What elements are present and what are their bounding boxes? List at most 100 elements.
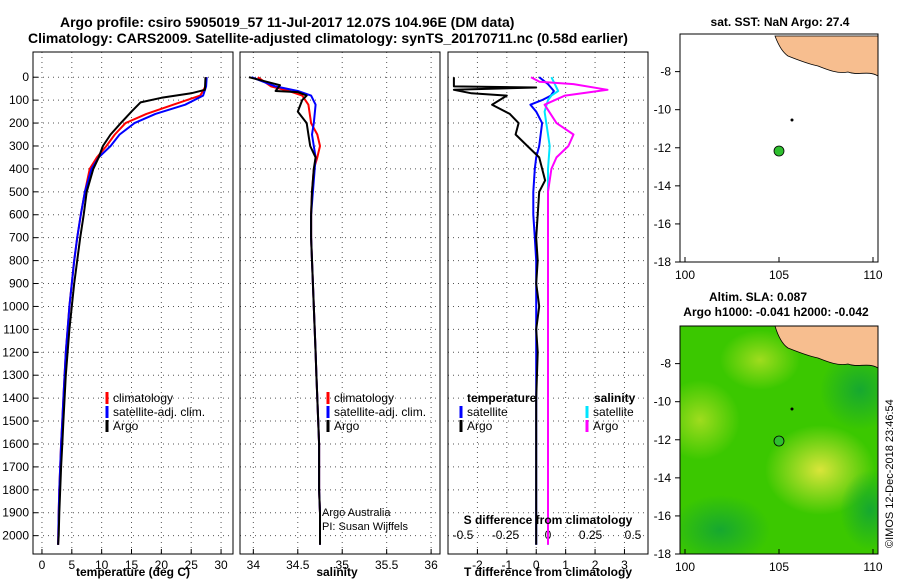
depth-tick-label: 800 <box>9 254 29 268</box>
series-line-argo <box>57 77 207 545</box>
map-y-tick-label: -12 <box>654 433 672 447</box>
x-tick-label: 2 <box>592 558 599 572</box>
depth-tick-label: 1100 <box>3 322 29 336</box>
temperature-legend: climatology satellite-adj. clim. Argo <box>105 391 205 433</box>
depth-tick-label: 1000 <box>2 299 29 313</box>
map-y-tick-label: -12 <box>654 141 672 155</box>
depth-tick-label: 700 <box>9 231 29 245</box>
map-x-tick-label: 100 <box>675 560 695 574</box>
legend-climatology-label: climatology <box>334 391 394 405</box>
series-line-argo <box>248 76 321 545</box>
temperature-x-axis: 0 5 10 15 20 25 30 <box>39 549 228 572</box>
legend-t-satellite-label: satellite <box>467 405 508 419</box>
x-tick-label: 35 <box>336 558 350 572</box>
legend-temperature-heading: temperature <box>467 391 537 405</box>
map-y-tick-label: -14 <box>654 179 672 193</box>
sla-low-anomaly <box>680 495 770 554</box>
depth-tick-label: 1900 <box>2 506 29 520</box>
difference-legend: temperature satellite Argo salinity sate… <box>459 391 636 433</box>
depth-tick-label: 600 <box>9 208 29 222</box>
sla-map: Altim. SLA: 0.087 Argo h1000: -0.041 h20… <box>654 290 883 574</box>
figure-title-line1: Argo profile: csiro 5905019_57 11-Jul-20… <box>60 14 514 30</box>
x-tick-label: 10 <box>95 558 109 572</box>
map-y-tick-label: -16 <box>654 509 672 523</box>
sst-map-title: sat. SST: NaN Argo: 27.4 <box>711 15 850 29</box>
x-tick-label: 35.5 <box>375 558 399 572</box>
sla-christmas-island <box>790 407 794 411</box>
depth-tick-label: 1800 <box>2 483 29 497</box>
sst-christmas-island <box>790 118 794 122</box>
sla-float-marker <box>773 435 785 447</box>
s-tick-label: 0.25 <box>579 528 603 542</box>
legend-climatology-label: climatology <box>113 391 173 405</box>
map-y-tick-label: -18 <box>654 255 672 269</box>
s-tick-label: 0.5 <box>625 528 642 542</box>
depth-tick-label: 1300 <box>2 368 29 382</box>
map-x-tick-label: 110 <box>863 560 882 574</box>
x-tick-label: 15 <box>125 558 139 572</box>
depth-tick-label: 900 <box>9 277 29 291</box>
depth-tick-label: 100 <box>9 93 29 107</box>
t-difference-axis-label: T difference from climatology <box>464 565 632 579</box>
legend-satellite-label: satellite-adj. clim. <box>113 405 205 419</box>
x-tick-label: 34 <box>247 558 261 572</box>
figure-title-line2: Climatology: CARS2009. Satellite-adjuste… <box>28 30 628 46</box>
salinity-legend: climatology satellite-adj. clim. Argo <box>326 391 426 433</box>
legend-argo-label: Argo <box>113 419 139 433</box>
x-tick-label: 25 <box>185 558 199 572</box>
difference-series <box>452 76 609 545</box>
legend-satellite-label: satellite-adj. clim. <box>334 405 426 419</box>
sla-field <box>680 326 878 554</box>
x-tick-label: 5 <box>68 558 75 572</box>
map-y-tick-label: -8 <box>660 357 671 371</box>
difference-panel: -2 -1 0 1 2 3 -0.5 -0.25 0 0.25 0.5 T difference … <box>447 51 649 579</box>
sla-mid-anomaly <box>720 330 800 390</box>
sla-low-anomaly <box>820 350 878 430</box>
x-tick-label: 30 <box>214 558 228 572</box>
salinity-grid <box>240 52 440 554</box>
map-x-tick-label: 105 <box>769 268 789 282</box>
difference-frame <box>447 51 649 555</box>
depth-tick-label: 1700 <box>2 460 29 474</box>
t-difference-x-axis: -2 -1 0 1 2 3 <box>472 549 628 572</box>
sst-land-java <box>774 35 879 77</box>
depth-tick-label: 1500 <box>2 414 29 428</box>
salinity-panel: 34 34.5 35 35.5 36 salinity climatology sate… <box>239 51 441 579</box>
s-tick-label: -0.5 <box>453 528 474 542</box>
series-line-s-satellite <box>543 76 560 545</box>
depth-tick-label: 1400 <box>2 391 29 405</box>
sla-map-subtitle: Argo h1000: -0.041 h2000: -0.042 <box>683 305 869 319</box>
depth-tick-label: 400 <box>9 162 29 176</box>
depth-axis: 0 100 200 300 400 500 600 700 800 900 1000 1100 1200… <box>2 70 38 543</box>
sla-low-anomaly <box>840 470 878 550</box>
temperature-grid <box>33 52 233 554</box>
salinity-frame <box>239 51 441 555</box>
legend-s-argo-label: Argo <box>593 419 619 433</box>
annotation-pi-name: PI: Susan Wijffels <box>322 521 408 533</box>
temperature-frame <box>32 51 234 555</box>
x-tick-label: 36 <box>424 558 438 572</box>
depth-tick-label: 200 <box>9 116 29 130</box>
annotation-argo-australia: Argo Australia <box>322 507 391 519</box>
x-tick-label: 1 <box>562 558 569 572</box>
sla-mid-anomaly <box>680 380 740 460</box>
sst-float-marker <box>773 145 785 157</box>
salinity-x-axis: 34 34.5 35 35.5 36 <box>247 549 438 572</box>
x-tick-label: 0 <box>39 558 46 572</box>
series-line-s-argo <box>530 76 609 545</box>
depth-tick-label: 1600 <box>2 437 29 451</box>
x-tick-label: -2 <box>472 558 483 572</box>
series-line-satellite <box>57 77 208 545</box>
x-tick-label: 3 <box>621 558 628 572</box>
sst-map: sat. SST: NaN Argo: 27.4 100 105 110 -8 -10 -… <box>654 15 883 282</box>
s-difference-axis-label: S difference from climatology <box>464 513 633 527</box>
map-y-tick-label: -10 <box>654 395 672 409</box>
x-tick-label: 34.5 <box>286 558 310 572</box>
x-tick-label: -1 <box>501 558 512 572</box>
depth-tick-label: 2000 <box>2 529 29 543</box>
x-tick-label: 0 <box>533 558 540 572</box>
sst-map-axes: 100 105 110 -8 -10 -12 -14 -16 -18 <box>654 65 883 282</box>
depth-tick-label: 300 <box>9 139 29 153</box>
sla-map-title: Altim. SLA: 0.087 <box>709 290 807 304</box>
